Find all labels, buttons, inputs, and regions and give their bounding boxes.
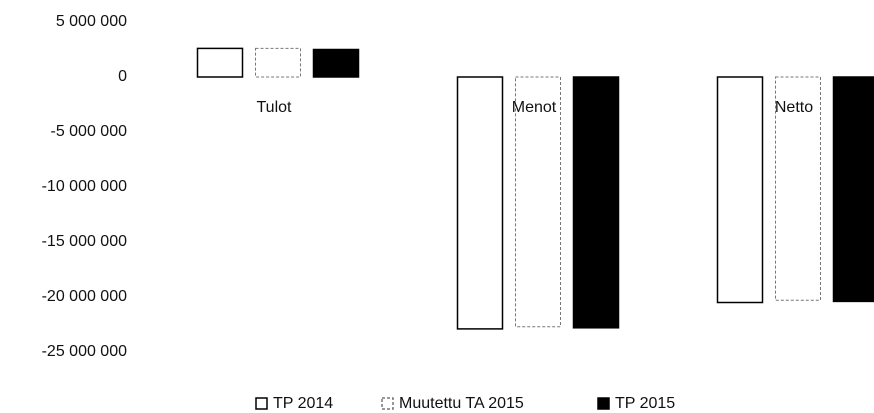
legend-swatch bbox=[597, 397, 610, 410]
legend-label: Muutettu TA 2015 bbox=[399, 395, 524, 412]
bar bbox=[515, 76, 561, 328]
x-tick-label: Tulot bbox=[257, 99, 293, 116]
y-tick-label: 0 bbox=[118, 68, 127, 85]
y-tick-label: -10 000 000 bbox=[42, 178, 128, 195]
legend-label: TP 2014 bbox=[273, 395, 333, 412]
legend-swatch bbox=[255, 397, 268, 410]
y-tick-label: -20 000 000 bbox=[42, 288, 128, 305]
legend-swatch bbox=[381, 397, 394, 410]
bar bbox=[456, 76, 504, 330]
y-tick-label: 5 000 000 bbox=[56, 13, 127, 30]
bar bbox=[312, 48, 360, 78]
bar bbox=[196, 47, 244, 78]
x-tick-label: Netto bbox=[775, 99, 813, 116]
bar bbox=[255, 47, 301, 78]
y-tick-label: -15 000 000 bbox=[42, 233, 128, 250]
x-tick-label: Menot bbox=[512, 99, 557, 116]
bar bbox=[716, 76, 764, 304]
y-tick-label: -25 000 000 bbox=[42, 343, 128, 360]
bar bbox=[832, 76, 874, 303]
y-tick-label: -5 000 000 bbox=[50, 123, 127, 140]
bar bbox=[775, 76, 821, 301]
legend-label: TP 2015 bbox=[615, 395, 675, 412]
bar bbox=[572, 76, 620, 329]
